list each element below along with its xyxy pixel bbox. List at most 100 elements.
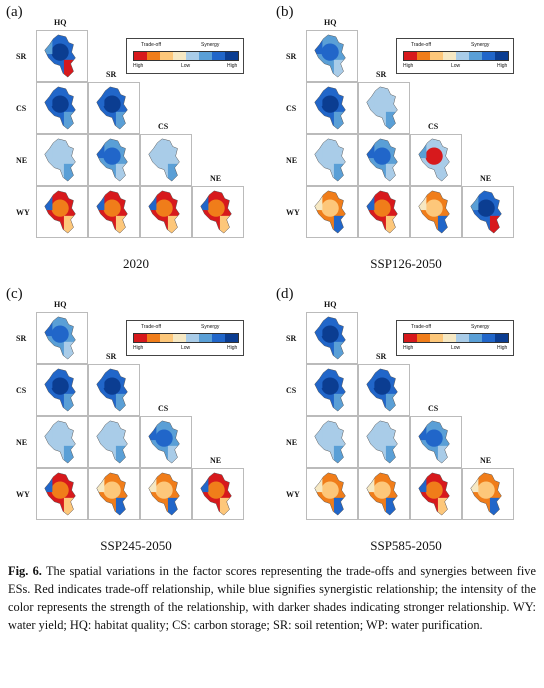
legend-swatch	[482, 334, 495, 342]
legend-color-bar	[403, 51, 509, 61]
legend-tradeoff-label: Trade-off	[141, 42, 162, 48]
legend-swatch	[469, 52, 482, 60]
legend-swatch	[430, 52, 443, 60]
legend-synergy-label: Synergy	[471, 324, 490, 330]
legend-high-left: High	[133, 63, 144, 69]
legend-swatch	[443, 52, 456, 60]
legend-synergy-label: Synergy	[201, 324, 220, 330]
map-cell-ne-hq	[36, 416, 88, 468]
legend-color-bar	[403, 333, 509, 343]
legend-swatch	[456, 52, 469, 60]
row-label-sr: SR	[16, 52, 27, 61]
column-label-cs: CS	[428, 122, 439, 131]
legend-swatch	[443, 334, 456, 342]
row-label-ne: NE	[16, 438, 28, 447]
legend-low: Low	[181, 345, 191, 351]
legend-swatch	[186, 52, 199, 60]
column-label-ne: NE	[480, 456, 492, 465]
map-cell-wy-hq	[36, 186, 88, 238]
legend-high-right: High	[497, 345, 508, 351]
map-cell-ne-sr	[358, 416, 410, 468]
legend-swatch	[482, 52, 495, 60]
map-cell-wy-sr	[88, 186, 140, 238]
figure-caption: Fig. 6. The spatial variations in the fa…	[8, 562, 536, 634]
row-label-cs: CS	[16, 386, 27, 395]
map-cell-sr-hq	[36, 312, 88, 364]
map-cell-cs-sr	[88, 82, 140, 134]
map-cell-cs-sr	[358, 364, 410, 416]
legend-swatch	[173, 52, 186, 60]
map-cell-ne-hq	[36, 134, 88, 186]
map-cell-sr-hq	[306, 312, 358, 364]
map-cell-wy-sr	[88, 468, 140, 520]
legend-high-right: High	[227, 63, 238, 69]
legend-low: Low	[451, 63, 461, 69]
legend-low: Low	[181, 63, 191, 69]
legend-swatch	[134, 52, 147, 60]
row-label-sr: SR	[286, 334, 297, 343]
legend-swatch	[404, 334, 417, 342]
map-cell-wy-hq	[36, 468, 88, 520]
column-label-sr: SR	[376, 352, 387, 361]
legend-swatch	[160, 52, 173, 60]
legend-swatch	[147, 334, 160, 342]
row-label-wy: WY	[286, 490, 300, 499]
legend-tradeoff-label: Trade-off	[141, 324, 162, 330]
legend-swatch	[212, 334, 225, 342]
legend: Trade-off Synergy High Low High	[396, 320, 514, 356]
panel-a: (a) HQ SR CS NE SR CS NE WY Trade-off Synergy High L…	[6, 4, 266, 274]
legend-high-left: High	[133, 345, 144, 351]
legend-color-bar	[133, 51, 239, 61]
column-label-ne: NE	[480, 174, 492, 183]
legend-synergy-label: Synergy	[471, 42, 490, 48]
row-label-ne: NE	[286, 156, 298, 165]
map-cell-cs-hq	[306, 364, 358, 416]
legend-swatch	[430, 334, 443, 342]
column-label-hq: HQ	[324, 18, 337, 27]
legend-swatch	[134, 334, 147, 342]
legend-swatch	[456, 334, 469, 342]
legend-tradeoff-label: Trade-off	[411, 324, 432, 330]
column-label-sr: SR	[106, 352, 117, 361]
legend-high-left: High	[403, 63, 414, 69]
map-cell-wy-ne	[192, 186, 244, 238]
row-label-ne: NE	[286, 438, 298, 447]
row-label-cs: CS	[16, 104, 27, 113]
legend-swatch	[186, 334, 199, 342]
legend-swatch	[173, 334, 186, 342]
panel-label: (d)	[276, 286, 294, 302]
map-cell-ne-sr	[88, 134, 140, 186]
legend-high-right: High	[227, 345, 238, 351]
map-cell-wy-sr	[358, 468, 410, 520]
legend-swatch	[225, 334, 238, 342]
map-cell-wy-ne	[192, 468, 244, 520]
panel-label: (a)	[6, 4, 23, 20]
legend-color-bar	[133, 333, 239, 343]
map-cell-wy-cs	[410, 186, 462, 238]
legend-swatch	[225, 52, 238, 60]
column-label-ne: NE	[210, 456, 222, 465]
panel-title: SSP126-2050	[370, 256, 442, 271]
map-cell-cs-sr	[358, 82, 410, 134]
legend-swatch	[417, 334, 430, 342]
legend-high-left: High	[403, 345, 414, 351]
legend-swatch	[469, 334, 482, 342]
panel-label: (b)	[276, 4, 294, 20]
row-label-wy: WY	[16, 208, 30, 217]
map-cell-cs-hq	[36, 82, 88, 134]
row-label-sr: SR	[286, 52, 297, 61]
map-cell-ne-cs	[140, 416, 192, 468]
column-label-cs: CS	[158, 404, 169, 413]
map-cell-cs-hq	[36, 364, 88, 416]
legend-swatch	[495, 52, 508, 60]
legend: Trade-off Synergy High Low High	[126, 320, 244, 356]
map-cell-wy-hq	[306, 186, 358, 238]
panel-title: 2020	[123, 256, 149, 271]
legend-low: Low	[451, 345, 461, 351]
map-cell-ne-sr	[358, 134, 410, 186]
legend-swatch	[147, 52, 160, 60]
row-label-cs: CS	[286, 386, 297, 395]
map-cell-wy-hq	[306, 468, 358, 520]
legend-tradeoff-label: Trade-off	[411, 42, 432, 48]
legend: Trade-off Synergy High Low High	[126, 38, 244, 74]
